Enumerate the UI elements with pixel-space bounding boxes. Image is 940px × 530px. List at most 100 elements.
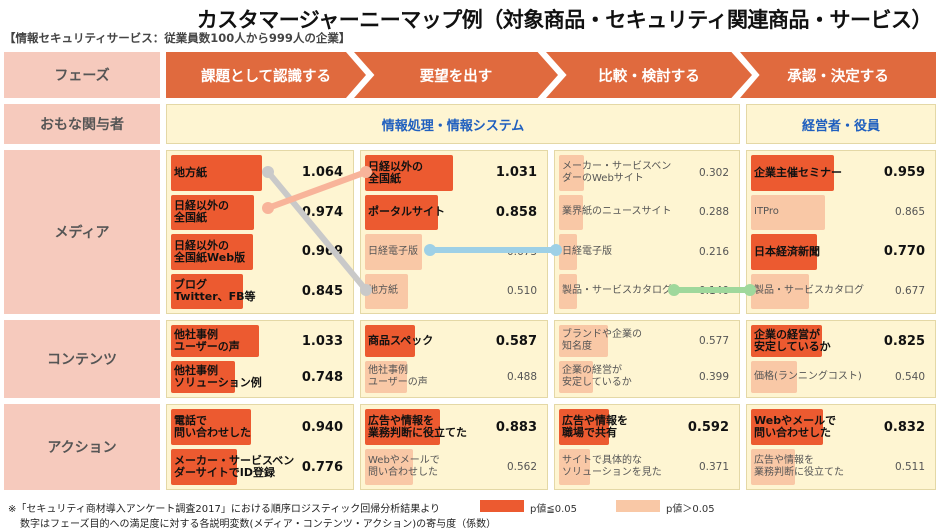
media-item: 業界紙のニュースサイト 0.288 (559, 194, 735, 230)
media-item: 地方紙 1.064 (171, 155, 349, 191)
item-value: 0.510 (506, 285, 537, 298)
contents-item: 他社事例 ユーザーの声 1.033 (171, 325, 349, 357)
contents-cell-4: 企業の経営が 安定しているか 0.825 価格(ランニングコスト) 0.540 (746, 320, 936, 398)
item-label: Webやメールで 問い合わせした (754, 414, 837, 439)
item-bar (559, 325, 608, 357)
item-label: 広告や情報を 職場で共有 (562, 414, 628, 439)
contents-row-label: コンテンツ (4, 320, 160, 398)
legend-significant: p値≦0.05 (530, 504, 577, 515)
item-label: 地方紙 (368, 285, 398, 297)
item-label: 地方紙 (174, 165, 207, 179)
item-bar (559, 361, 593, 393)
item-label: 電話で 問い合わせした (174, 414, 251, 439)
media-item: 日経以外の 全国紙 1.031 (365, 155, 543, 191)
item-value: 0.832 (883, 419, 925, 435)
item-bar (751, 273, 810, 309)
media-item: 企業主催セミナー 0.959 (751, 155, 931, 191)
item-value: 0.511 (894, 461, 925, 473)
item-label: 企業の経営が 安定しているか (754, 328, 831, 353)
item-label: 他社事例 ユーザーの声 (174, 328, 240, 353)
item-label: 製品・サービスカタログ (562, 285, 672, 297)
item-value: 1.031 (495, 165, 537, 181)
item-value: 0.940 (301, 419, 343, 435)
action-cell-4: Webやメールで 問い合わせした 0.832 広告や情報を 業務判断に役立てた 0.5… (746, 404, 936, 490)
item-bar (751, 234, 818, 270)
stakeholder-it-department: 情報処理・情報システム (166, 104, 740, 144)
media-item: ITPro 0.865 (751, 194, 931, 230)
item-value: 0.959 (883, 165, 925, 181)
media-cell-3: メーカー・サービスベン ダーのWebサイト 0.302 業界紙のニュースサイト 0.2… (554, 150, 740, 314)
action-item: 広告や情報を 職場で共有 0.592 (559, 409, 735, 445)
item-label: 企業主催セミナー (754, 165, 842, 179)
item-label: ITPro (754, 206, 779, 218)
item-label: 商品スペック (368, 334, 434, 347)
item-value: 0.399 (698, 371, 729, 383)
item-label: 他社事例 ユーザーの声 (368, 365, 428, 388)
connector-dot (360, 284, 372, 296)
item-value: 0.865 (894, 206, 925, 219)
media-cell-1: 地方紙 1.064 日経以外の 全国紙 0.974 日経以外の 全国紙Web版 0.969… (166, 150, 354, 314)
media-item: メーカー・サービスベン ダーのWebサイト 0.302 (559, 155, 735, 191)
item-bar (365, 449, 413, 485)
item-label: 日経電子版 (368, 245, 418, 257)
contents-item: 他社事例 ユーザーの声 0.488 (365, 361, 543, 393)
item-value: 0.677 (894, 285, 925, 298)
item-value: 0.858 (495, 204, 537, 220)
item-label: ブログ Twitter、FB等 (174, 278, 256, 304)
item-label: 日本経済新聞 (754, 244, 820, 258)
item-bar (171, 234, 254, 270)
item-bar (751, 449, 795, 485)
connector-zenkokushi (265, 169, 369, 211)
item-label: ブランドや企業の 知名度 (562, 329, 642, 352)
stakeholder-executives: 経営者・役員 (746, 104, 936, 144)
item-bar (559, 449, 591, 485)
contents-cell-1: 他社事例 ユーザーの声 1.033 他社事例 ソリューション例 0.748 (166, 320, 354, 398)
item-bar (171, 194, 254, 230)
action-item: サイトで具体的な ソリューションを見た 0.371 (559, 449, 735, 485)
media-item: 日経以外の 全国紙Web版 0.969 (171, 234, 349, 270)
connector-dot (668, 284, 680, 296)
item-bar (171, 155, 262, 191)
media-item: 日経電子版 0.216 (559, 234, 735, 270)
item-value: 0.592 (687, 419, 729, 435)
item-value: 0.748 (301, 369, 343, 385)
item-bar (559, 155, 585, 191)
item-label: Webやメールで 問い合わせした (368, 455, 440, 478)
item-value: 0.562 (506, 461, 537, 473)
item-bar (171, 325, 259, 357)
item-label: 日経以外の 全国紙 (368, 159, 423, 185)
media-item: 日経以外の 全国紙 0.974 (171, 194, 349, 230)
item-label: 価格(ランニングコスト) (754, 371, 862, 382)
item-value: 0.883 (495, 419, 537, 435)
connector-dot (360, 166, 372, 178)
item-value: 0.488 (506, 371, 537, 383)
connector-dot (262, 202, 274, 214)
item-value: 1.064 (301, 165, 343, 181)
item-bar (751, 361, 798, 393)
item-value: 0.288 (698, 206, 729, 219)
connector-dot (550, 244, 562, 256)
connector-chihoshi (265, 169, 369, 293)
item-label: 日経以外の 全国紙 (174, 199, 229, 225)
item-bar (365, 361, 407, 393)
item-bar (751, 325, 822, 357)
item-bar (751, 409, 823, 445)
media-item: 製品・サービスカタログ 0.677 (751, 273, 931, 309)
phase-2: 要望を出す (354, 52, 558, 98)
item-label: 他社事例 ソリューション例 (174, 364, 262, 389)
media-item: ポータルサイト 0.858 (365, 194, 543, 230)
item-bar (365, 325, 415, 357)
item-value: 0.845 (301, 283, 343, 299)
item-bar (559, 194, 584, 230)
item-bar (171, 273, 243, 309)
action-item: 電話で 問い合わせした 0.940 (171, 409, 349, 445)
action-cell-3: 広告や情報を 職場で共有 0.592 サイトで具体的な ソリューションを見た 0.37… (554, 404, 740, 490)
item-bar (751, 155, 834, 191)
media-cell-2: 日経以外の 全国紙1.031ポータルサイト0.858日経電子版0.673地方紙0… (360, 150, 548, 314)
item-bar (365, 273, 409, 309)
item-bar (365, 234, 423, 270)
contents-item: 価格(ランニングコスト) 0.540 (751, 361, 931, 393)
item-value: 0.371 (698, 461, 729, 473)
contents-item: 他社事例 ソリューション例 0.748 (171, 361, 349, 393)
